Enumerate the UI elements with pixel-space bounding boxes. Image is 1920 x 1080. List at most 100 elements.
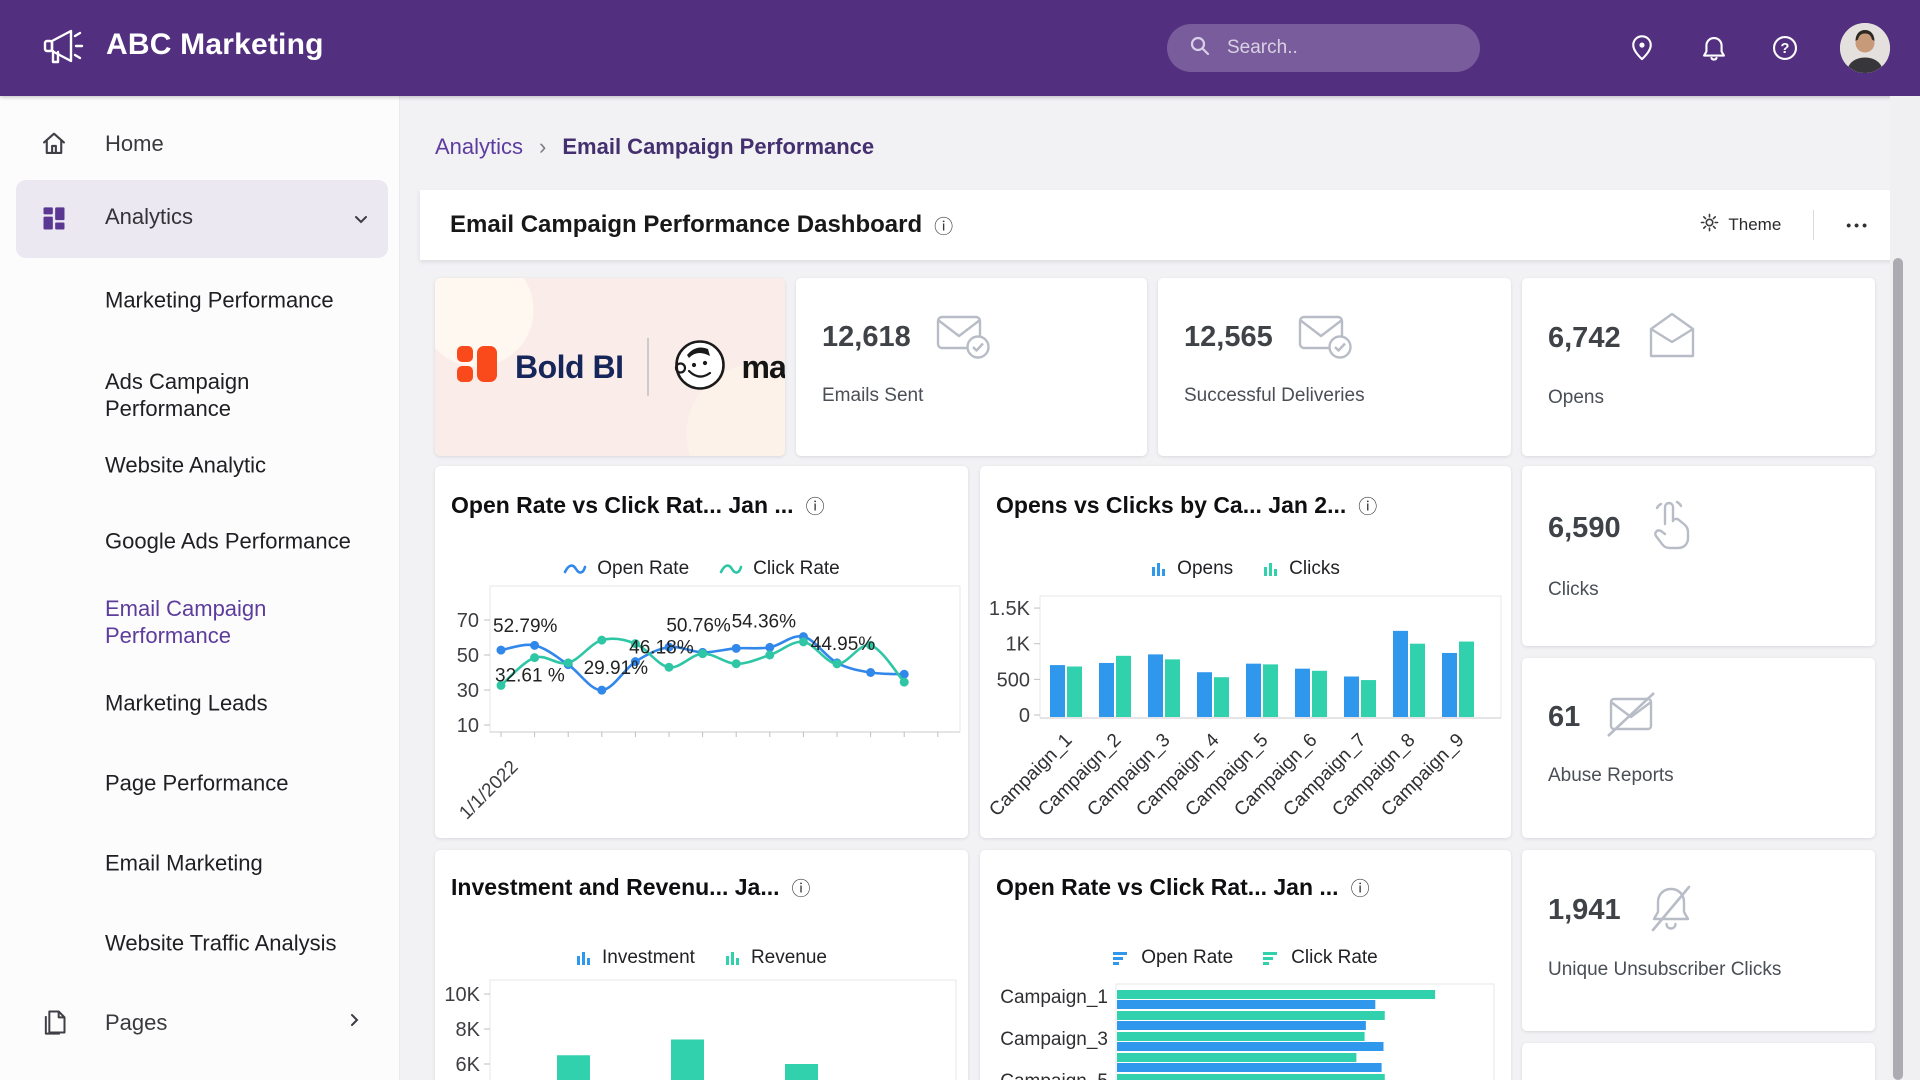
chart-title: Open Rate vs Click Rat... Jan ... <box>996 874 1339 900</box>
kpi-card-opens: 6,742 Opens <box>1522 278 1875 456</box>
info-icon[interactable]: ⓘ <box>934 216 954 238</box>
svg-text:0: 0 <box>1019 705 1030 727</box>
help-icon[interactable]: ? <box>1771 34 1799 62</box>
info-icon[interactable]: ⓘ <box>805 497 825 518</box>
search-icon <box>1189 35 1211 62</box>
svg-text:70: 70 <box>457 610 479 632</box>
bars-icon <box>1264 562 1278 576</box>
legend-item-opens[interactable]: Opens <box>1151 558 1233 580</box>
mailchimp-logo-icon <box>673 338 727 397</box>
logo-divider <box>647 338 650 396</box>
search-input[interactable] <box>1225 36 1455 60</box>
sidebar-item-analytics[interactable]: Analytics <box>16 180 388 258</box>
svg-text:1/1/2022: 1/1/2022 <box>455 757 522 824</box>
line-wave-icon <box>719 564 743 574</box>
breadcrumb-analytics-link[interactable]: Analytics <box>435 134 524 159</box>
pages-icon <box>40 1008 68 1036</box>
bold-bi-logo-icon <box>455 342 501 393</box>
sidebar-item-google-ads-performance[interactable]: Google Ads Performance <box>105 528 351 554</box>
bars-icon <box>577 951 590 965</box>
sidebar-item-page-performance[interactable]: Page Performance <box>105 770 289 796</box>
envelope-open-icon <box>1645 310 1699 367</box>
svg-text:8K: 8K <box>456 1019 481 1041</box>
chart-card-open-vs-click-line: Open Rate vs Click Rat... Jan ... ⓘ Open … <box>435 466 968 838</box>
sidebar-item-marketing-leads[interactable]: Marketing Leads <box>105 690 268 716</box>
sidebar-item-email-campaign-performance[interactable]: Email Campaign Performance <box>105 596 267 648</box>
chart-title: Open Rate vs Click Rat... Jan ... <box>451 492 794 518</box>
kpi-label: Clicks <box>1548 579 1599 600</box>
sidebar-item-label: Analytics <box>105 204 194 229</box>
search-bar[interactable] <box>1167 24 1480 72</box>
kpi-value: 6,590 <box>1548 512 1621 544</box>
kpi-card-abuse-reports: 61 Abuse Reports <box>1522 658 1875 838</box>
page-title: Email Campaign Performance Dashboard <box>450 211 923 238</box>
svg-text:50.76%: 50.76% <box>666 616 731 637</box>
svg-text:?: ? <box>1781 41 1790 57</box>
hbar-chart-plot: Campaign_1 Campaign_3 Campaign_5 <box>1000 983 1495 1080</box>
breadcrumb: Analytics › Email Campaign Performance <box>435 134 874 160</box>
bell-slash-icon <box>1645 882 1697 939</box>
info-icon[interactable]: ⓘ <box>791 879 811 900</box>
investment-chart-plot: 10K 8K 6K <box>444 979 957 1080</box>
sidebar: Home Analytics Marketing Performance Ads… <box>0 96 400 1080</box>
info-icon[interactable]: ⓘ <box>1358 497 1378 518</box>
kpi-label: Unique Unsubscriber Clicks <box>1548 959 1782 980</box>
bars-icon <box>1152 562 1166 576</box>
kpi-value: 61 <box>1548 701 1581 733</box>
sidebar-item-label: Pages <box>105 1009 168 1035</box>
titlebar-divider <box>1813 210 1815 240</box>
chart-title: Opens vs Clicks by Ca... Jan 2... <box>996 492 1347 518</box>
kpi-card-successful-deliveries: 12,565 Successful Deliveries <box>1158 278 1511 456</box>
svg-text:Campaign_3: Campaign_3 <box>1000 1029 1108 1050</box>
topbar: ABC Marketing ? <box>0 0 1920 96</box>
chart-legend: Open Rate Click Rate <box>435 558 968 580</box>
info-icon[interactable]: ⓘ <box>1350 879 1370 900</box>
dashboard-titlebar: Email Campaign Performance Dashboard ⓘ T… <box>420 190 1906 260</box>
breadcrumb-separator: › <box>539 134 547 159</box>
brand-title: ABC Marketing <box>106 28 324 61</box>
sidebar-item-ads-campaign-performance[interactable]: Ads Campaign Performance <box>105 369 250 421</box>
more-options-button[interactable]: ••• <box>1840 216 1876 234</box>
chart-legend: Investment Revenue <box>435 947 968 969</box>
theme-label: Theme <box>1728 215 1782 234</box>
svg-text:46.18%: 46.18% <box>629 638 694 659</box>
line-wave-icon <box>563 564 587 574</box>
location-pin-icon[interactable] <box>1628 34 1656 62</box>
dashboard-grid-icon <box>40 205 68 238</box>
kpi-card-emails-sent: 12,618 Emails Sent <box>796 278 1147 456</box>
sidebar-item-website-traffic-analysis[interactable]: Website Traffic Analysis <box>105 930 337 956</box>
legend-item-click-rate[interactable]: Click Rate <box>1263 947 1378 969</box>
vertical-scrollbar-track[interactable] <box>1890 96 1920 1080</box>
sidebar-item-marketing-performance[interactable]: Marketing Performance <box>105 287 334 313</box>
megaphone-icon <box>40 25 88 76</box>
svg-text:500: 500 <box>997 669 1030 691</box>
vertical-scrollbar-thumb[interactable] <box>1893 258 1903 1080</box>
bold-bi-mailchimp-logo-card: Bold BI mailchimp <box>435 278 785 456</box>
theme-button[interactable]: Theme <box>1694 212 1787 238</box>
sidebar-item-website-analytic[interactable]: Website Analytic <box>105 452 267 478</box>
legend-item-investment[interactable]: Investment <box>576 947 695 969</box>
chevron-down-icon <box>352 210 370 233</box>
sidebar-item-email-marketing[interactable]: Email Marketing <box>105 850 263 876</box>
legend-item-clicks[interactable]: Clicks <box>1263 558 1340 580</box>
svg-text:Campaign_5: Campaign_5 <box>1000 1071 1108 1080</box>
legend-item-open-rate[interactable]: Open Rate <box>563 558 689 580</box>
breadcrumb-current[interactable]: Email Campaign Performance <box>562 134 875 159</box>
user-avatar[interactable] <box>1840 23 1890 73</box>
legend-item-open-rate[interactable]: Open Rate <box>1113 947 1233 969</box>
line-chart-plot: 70 50 30 10 1/1/2022 52.79% 32.61 % 29.91%46.18… <box>455 585 961 824</box>
chart-card-investment-revenue: Investment and Revenu... Ja... ⓘ Investme… <box>435 850 968 1080</box>
home-icon <box>40 129 68 157</box>
notifications-bell-icon[interactable] <box>1700 34 1728 62</box>
legend-item-click-rate[interactable]: Click Rate <box>719 558 840 580</box>
legend-item-revenue[interactable]: Revenue <box>725 947 827 969</box>
chart-legend: Open Rate Click Rate <box>980 947 1511 969</box>
svg-text:Campaign_1: Campaign_1 <box>1000 987 1108 1008</box>
svg-text:52.79%: 52.79% <box>493 616 558 637</box>
svg-text:10: 10 <box>457 715 479 737</box>
kpi-label: Abuse Reports <box>1548 765 1674 786</box>
logo-row: Bold BI mailchimp <box>455 278 785 456</box>
kpi-value: 1,941 <box>1548 894 1621 926</box>
sun-icon <box>1700 213 1719 237</box>
